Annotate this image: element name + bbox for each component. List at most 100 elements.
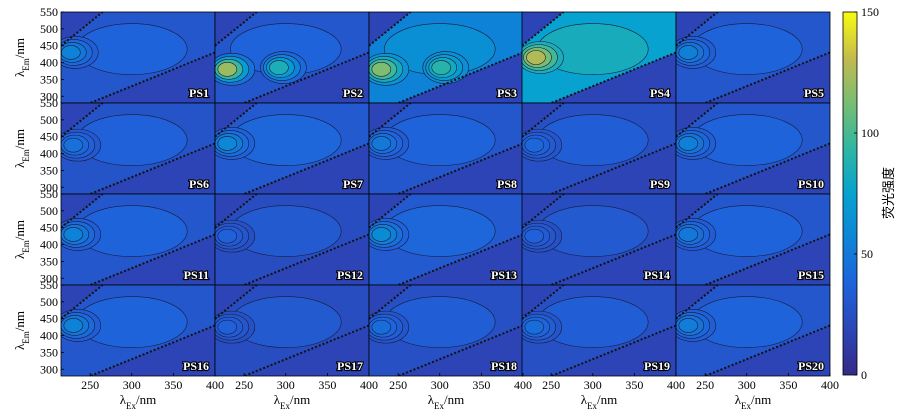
y-tick-label: 450 <box>40 312 58 326</box>
panel-label: PS16 <box>183 359 209 373</box>
panel-label: PS9 <box>650 177 670 191</box>
colorbar-tick-label: 0 <box>861 368 867 382</box>
y-tick-label: 450 <box>40 39 58 53</box>
panel-label: PS20 <box>798 359 824 373</box>
x-axis-label: λEx/nm <box>274 392 311 411</box>
panel-label: PS7 <box>343 177 363 191</box>
x-tick-label: 250 <box>542 378 560 392</box>
panel-ps6: PS6 <box>60 102 216 195</box>
panel-ps20: PS20 <box>675 284 831 377</box>
rayleigh-line-1 <box>676 12 719 47</box>
y-tick-label: 500 <box>40 113 58 127</box>
peak-contour <box>678 45 699 60</box>
y-tick-label: 350 <box>40 163 58 177</box>
panel-ps15: PS15 <box>675 193 831 286</box>
x-tick-label: 400 <box>360 378 378 392</box>
y-tick-label: 550 <box>40 96 58 110</box>
panel-label: PS13 <box>491 268 517 282</box>
x-axis-label: λEx/nm <box>735 392 772 411</box>
y-tick-label: 300 <box>40 362 58 376</box>
y-tick-label: 300 <box>40 180 58 194</box>
colorbar: 0 50 100 150 荧光强度 <box>842 5 896 382</box>
panel-ps16: PS16 <box>60 284 216 377</box>
rayleigh-line-1 <box>676 285 719 320</box>
colorbar-label: 荧光强度 <box>881 167 896 219</box>
panel-label: PS4 <box>650 86 670 100</box>
x-axis-label: λEx/nm <box>428 392 465 411</box>
y-tick-label: 400 <box>40 329 58 343</box>
peak-contour <box>371 227 392 242</box>
panel-ps9: PS9 <box>521 102 677 195</box>
x-tick-label: 300 <box>431 378 449 392</box>
y-tick-label: 400 <box>40 238 58 252</box>
x-tick-label: 300 <box>277 378 295 392</box>
y-tick-label: 500 <box>40 22 58 36</box>
y-tick-label: 350 <box>40 72 58 86</box>
y-tick-label: 550 <box>40 278 58 292</box>
x-tick-label: 400 <box>514 378 532 392</box>
panel-label: PS10 <box>798 177 824 191</box>
y-tick-label: 300 <box>40 271 58 285</box>
peak-contour <box>524 228 545 244</box>
x-tick-label: 350 <box>625 378 643 392</box>
rayleigh-line-1 <box>61 285 104 320</box>
panel-ps19: PS19 <box>521 284 677 377</box>
peak-contour <box>431 60 452 75</box>
x-tick-label: 350 <box>472 378 490 392</box>
y-tick-label: 450 <box>40 221 58 235</box>
panel-label: PS11 <box>184 268 209 282</box>
rayleigh-line-1 <box>61 194 104 229</box>
peak-contour <box>524 137 545 153</box>
rayleigh-line-1 <box>522 12 565 47</box>
panels-layer: PS1 PS2 PS3 PS4 PS5 PS6 PS7 PS8 PS9 PS10 PS11 PS12 P… <box>60 11 831 377</box>
colorbar-tick-label: 100 <box>861 126 879 140</box>
panel-label: PS3 <box>497 86 517 100</box>
x-tick-label: 300 <box>738 378 756 392</box>
panel-ps10: PS10 <box>675 102 831 195</box>
rayleigh-line-1 <box>369 103 412 138</box>
rayleigh-line-1 <box>215 285 258 320</box>
rayleigh-line-1 <box>61 12 104 47</box>
rayleigh-line-1 <box>676 103 719 138</box>
panel-label: PS14 <box>644 268 670 282</box>
panel-ps5: PS5 <box>675 11 831 104</box>
panel-ps4: PS4 <box>521 11 677 104</box>
panel-ps11: PS11 <box>60 193 216 286</box>
panel-ps2: PS2 <box>214 11 370 104</box>
y-tick-label: 500 <box>40 204 58 218</box>
x-tick-label: 250 <box>81 378 99 392</box>
y-tick-label: 550 <box>40 5 58 19</box>
panel-ps8: PS8 <box>368 102 524 195</box>
x-tick-label: 250 <box>235 378 253 392</box>
x-axis-label: λEx/nm <box>581 392 618 411</box>
y-axis-label: λEm/nm <box>12 220 31 259</box>
rayleigh-line-1 <box>369 285 412 320</box>
rayleigh-line-1 <box>522 194 565 229</box>
x-tick-label: 250 <box>389 378 407 392</box>
peak-contour <box>217 319 238 335</box>
x-tick-label: 400 <box>206 378 224 392</box>
rayleigh-line-1 <box>676 194 719 229</box>
peak-contour <box>678 227 699 242</box>
rayleigh-line-1 <box>522 285 565 320</box>
y-tick-label: 400 <box>40 147 58 161</box>
peak-contour <box>61 45 81 60</box>
colorbar-tick-label: 150 <box>861 5 879 19</box>
peak-contour <box>371 136 392 151</box>
peak-contour <box>63 318 84 333</box>
peak-contour <box>524 319 545 335</box>
rayleigh-line-1 <box>522 103 565 138</box>
y-tick-label: 350 <box>40 254 58 268</box>
panel-ps13: PS13 <box>368 193 524 286</box>
panel-ps14: PS14 <box>521 193 677 286</box>
panel-label: PS18 <box>491 359 517 373</box>
panel-label: PS2 <box>343 86 363 100</box>
y-axis-label: λEm/nm <box>12 129 31 168</box>
x-tick-label: 400 <box>667 378 685 392</box>
y-tick-label: 550 <box>40 187 58 201</box>
peak-contour <box>371 61 392 77</box>
colorbar-tick-label: 50 <box>861 247 873 261</box>
y-axis-label: λEm/nm <box>12 311 31 350</box>
